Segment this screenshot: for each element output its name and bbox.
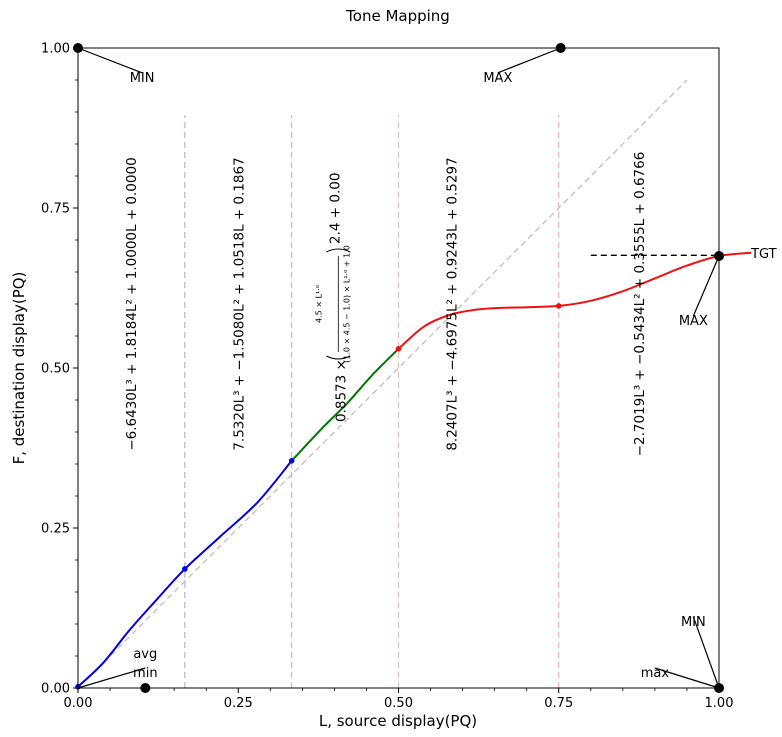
x-axis-label: L, source display(PQ): [319, 712, 477, 730]
annotation-label-7: TGT: [750, 247, 777, 262]
annotation-label-1: MAX: [483, 71, 512, 86]
middle-formula-numerator: 4.5 × L¹·⁰: [314, 285, 323, 323]
y-axis-label: F, destination display(PQ): [10, 272, 28, 465]
annotation-leader-3: [77, 667, 146, 689]
curve-segment-1: [290, 348, 400, 462]
knot-point-1: [182, 566, 188, 572]
annotation-label-2: avg: [133, 647, 157, 662]
y-tick-label-4: 1.00: [41, 42, 70, 57]
annotation-label-6: MAX: [679, 314, 708, 329]
annotation-leader-6: [692, 255, 720, 317]
reference-diagonal: [103, 79, 688, 663]
middle-formula-paren-right: [326, 248, 351, 253]
x-tick-label-0: 0.00: [64, 696, 93, 711]
annotation-label-0: MIN: [130, 71, 155, 86]
knot-point-4: [555, 303, 562, 309]
annotation-label-5: max: [641, 666, 670, 681]
annotation-leader-5: [654, 667, 720, 689]
x-tick-label-1: 0.25: [224, 696, 253, 711]
y-tick-label-1: 0.25: [41, 522, 70, 537]
segment-formula-0: −6.6430L³ + 1.8184L² + 1.0000L + 0.0000: [124, 157, 140, 450]
y-tick-label-0: 0.00: [41, 682, 70, 697]
middle-formula: 0.8573 × 4.5 × L¹·⁰ (1.0 × 4.5 − 1.0) × L¹…: [314, 173, 351, 422]
x-tick-label-3: 0.75: [544, 696, 573, 711]
annotation-leader-0: [77, 47, 143, 74]
x-tick-label-4: 1.00: [705, 696, 734, 711]
segment-formula-2: 8.2407L³ + −4.6975L² + 0.9243L + 0.5297: [445, 157, 461, 450]
x-tick-label-2: 0.50: [384, 696, 413, 711]
annotation-label-4: MIN: [681, 615, 706, 630]
chart-title: Tone Mapping: [345, 7, 450, 25]
y-tick-label-2: 0.50: [41, 362, 70, 377]
knot-point-2: [288, 458, 295, 464]
y-tick-label-3: 0.75: [41, 202, 70, 217]
annotation-label-3: min: [133, 666, 158, 681]
segment-formula-3: −2.7019L³ + −0.5434L² + 0.3555L + 0.6766: [632, 152, 648, 457]
middle-formula-paren-left: [326, 355, 351, 360]
knot-point-3: [395, 346, 402, 352]
segment-formula-1: 7.5320L³ + −1.5080L² + 1.0518L + 0.1867: [231, 157, 247, 450]
annotation-leader-4: [692, 616, 720, 689]
middle-formula-prefix: 0.8573 ×: [333, 359, 349, 422]
middle-formula-suffix: 2.4 + 0.00: [327, 173, 343, 244]
middle-formula-denominator: (1.0 × 4.5 − 1.0) × L¹·⁰ + 1.0: [342, 245, 351, 363]
annotation-leader-1: [497, 47, 561, 74]
curve-segment-0: [77, 460, 293, 688]
